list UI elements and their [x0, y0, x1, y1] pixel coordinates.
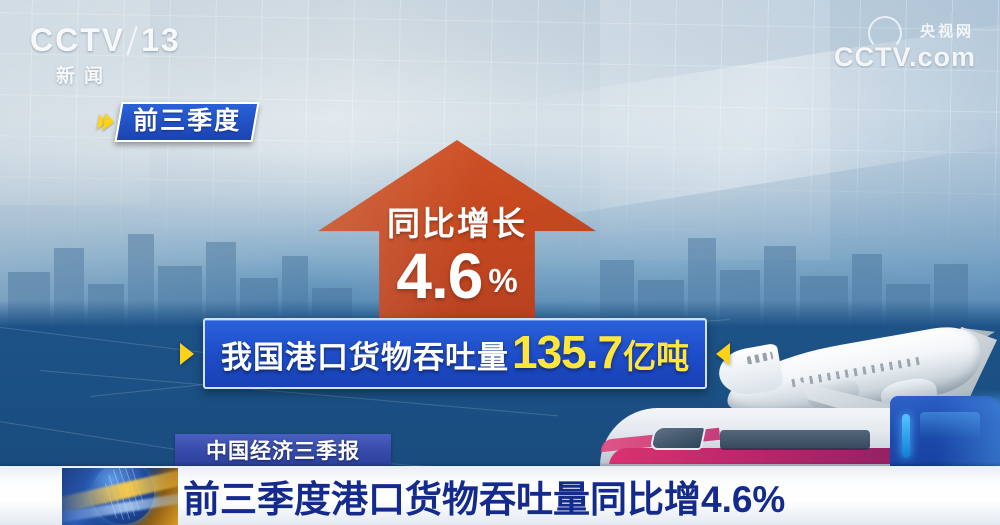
channel-name: CCTV [30, 22, 126, 58]
watermark-cn: 央视网 [919, 23, 974, 40]
growth-value: 4.6 [396, 240, 483, 312]
section-badge: 中国经济三季报 [175, 434, 391, 466]
news-ticker-bar: 中国经济三季报 前三季度港口货物吞吐量同比增4.6% [0, 432, 1000, 525]
double-triangle-right-icon [96, 113, 116, 131]
channel-number: 13 [141, 22, 181, 58]
growth-arrow-graphic: 同比增长 4.6 % [318, 140, 596, 338]
growth-unit: % [488, 262, 518, 300]
data-banner-number: 135.7 [512, 326, 623, 378]
globe-graphic [62, 468, 178, 525]
triangle-right-icon [180, 342, 194, 365]
growth-label: 同比增长 [387, 205, 527, 242]
data-banner: 我国港口货物吞吐量 135.7 亿吨 [203, 318, 708, 389]
quarter-tag-box: 前三季度 [114, 102, 260, 142]
channel-subtitle: 新闻 [56, 66, 113, 87]
quarter-tag: 前三季度 [96, 102, 260, 142]
growth-value-row: 4.6 % [318, 240, 596, 312]
channel-logo-row: CCTV 13 [30, 22, 181, 59]
section-badge-label: 中国经济三季报 [206, 440, 360, 463]
background-pane [600, 0, 830, 260]
logo-slash-icon [126, 25, 138, 56]
cctv-ring-icon [868, 16, 902, 50]
data-banner-group: 我国港口货物吞吐量 135.7 亿吨 [180, 318, 731, 389]
watermark-en: CCTV.com [833, 42, 976, 72]
channel-logo: CCTV 13 新闻 [30, 22, 181, 88]
data-banner-unit: 亿吨 [623, 338, 690, 375]
watermark-logo: 央视网 CCTV.com [833, 16, 976, 73]
data-banner-label: 我国港口货物吞吐量 [221, 340, 509, 375]
triangle-left-icon [716, 342, 731, 365]
quarter-tag-label: 前三季度 [133, 107, 242, 135]
headline-text: 前三季度港口货物吞吐量同比增4.6% [183, 478, 786, 520]
background-pane [830, 0, 1000, 120]
